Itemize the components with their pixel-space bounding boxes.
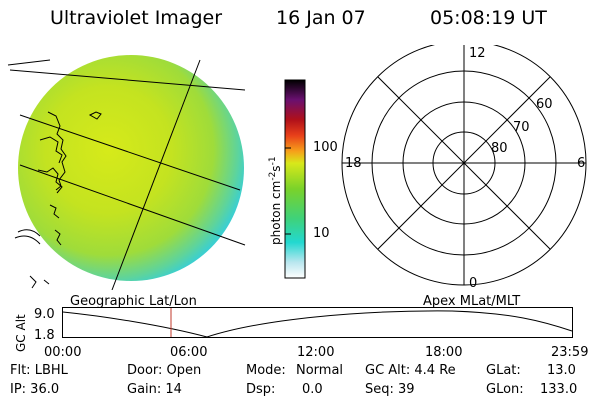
- sequence-info: Seq: 39: [365, 382, 415, 397]
- time-tick-1200: 12:00: [297, 345, 335, 360]
- mlt-label-6: 6: [577, 156, 586, 171]
- altitude-ylabel: GC Alt: [14, 314, 28, 352]
- instrument-title: Ultraviolet Imager: [50, 7, 223, 29]
- gain-info: Gain: 14: [127, 382, 182, 397]
- mlat-mlt-polar-plot: [341, 45, 587, 286]
- door-info: Door: Open: [127, 363, 202, 378]
- glon-label: GLon:: [486, 382, 524, 397]
- earth-disk: [18, 55, 244, 281]
- mlat-label-80: 80: [491, 141, 508, 156]
- colorbar-ticks: [285, 147, 291, 235]
- observation-time: 05:08:19 UT: [430, 7, 547, 29]
- time-tick-0000: 00:00: [44, 345, 82, 360]
- glon-value: 133.0: [540, 382, 578, 397]
- time-tick-2359: 23:59: [551, 345, 589, 360]
- coastlines: [37, 111, 102, 246]
- altitude-ytick-max: 9.0: [34, 307, 55, 322]
- colorbar-tick-10: 10: [313, 226, 330, 241]
- colorbar-units-label: photon cm-2s-1: [268, 156, 283, 245]
- observation-date: 16 Jan 07: [276, 7, 366, 29]
- time-tick-0600: 06:00: [170, 345, 208, 360]
- uv-earth-disk-image: [7, 55, 246, 290]
- timeline-frame: [62, 307, 573, 338]
- dsp-value: 0.0: [302, 382, 323, 397]
- glat-label: GLat:: [486, 363, 521, 378]
- polar-diagonal-2: [377, 76, 551, 250]
- graticule-lines: [7, 59, 246, 290]
- apex-panel-label: Apex MLat/MLT: [423, 294, 521, 309]
- glat-value: 13.0: [547, 363, 576, 378]
- offdisk-coastlines: [14, 229, 50, 289]
- mlt-label-12: 12: [469, 46, 486, 61]
- dsp-label: Dsp:: [246, 382, 276, 397]
- ip-info: IP: 36.0: [10, 382, 60, 397]
- altitude-timeline-plot: [62, 307, 573, 338]
- time-tick-1800: 18:00: [425, 345, 463, 360]
- colorbar: [284, 79, 306, 279]
- altitude-curve: [62, 310, 573, 338]
- mlt-label-18: 18: [345, 156, 362, 171]
- mlat-label-70: 70: [513, 120, 530, 135]
- mlat-label-60: 60: [536, 97, 553, 112]
- colorbar-tick-100: 100: [313, 140, 338, 155]
- filter-info: Flt: LBHL: [10, 363, 68, 378]
- gc-altitude-info: GC Alt: 4.4 Re: [365, 363, 456, 378]
- mode-label: Mode:: [246, 363, 286, 378]
- mlt-label-0: 0: [469, 276, 478, 291]
- geographic-panel-label: Geographic Lat/Lon: [70, 294, 197, 309]
- altitude-ytick-min: 1.8: [34, 328, 55, 343]
- mode-value: Normal: [296, 363, 344, 378]
